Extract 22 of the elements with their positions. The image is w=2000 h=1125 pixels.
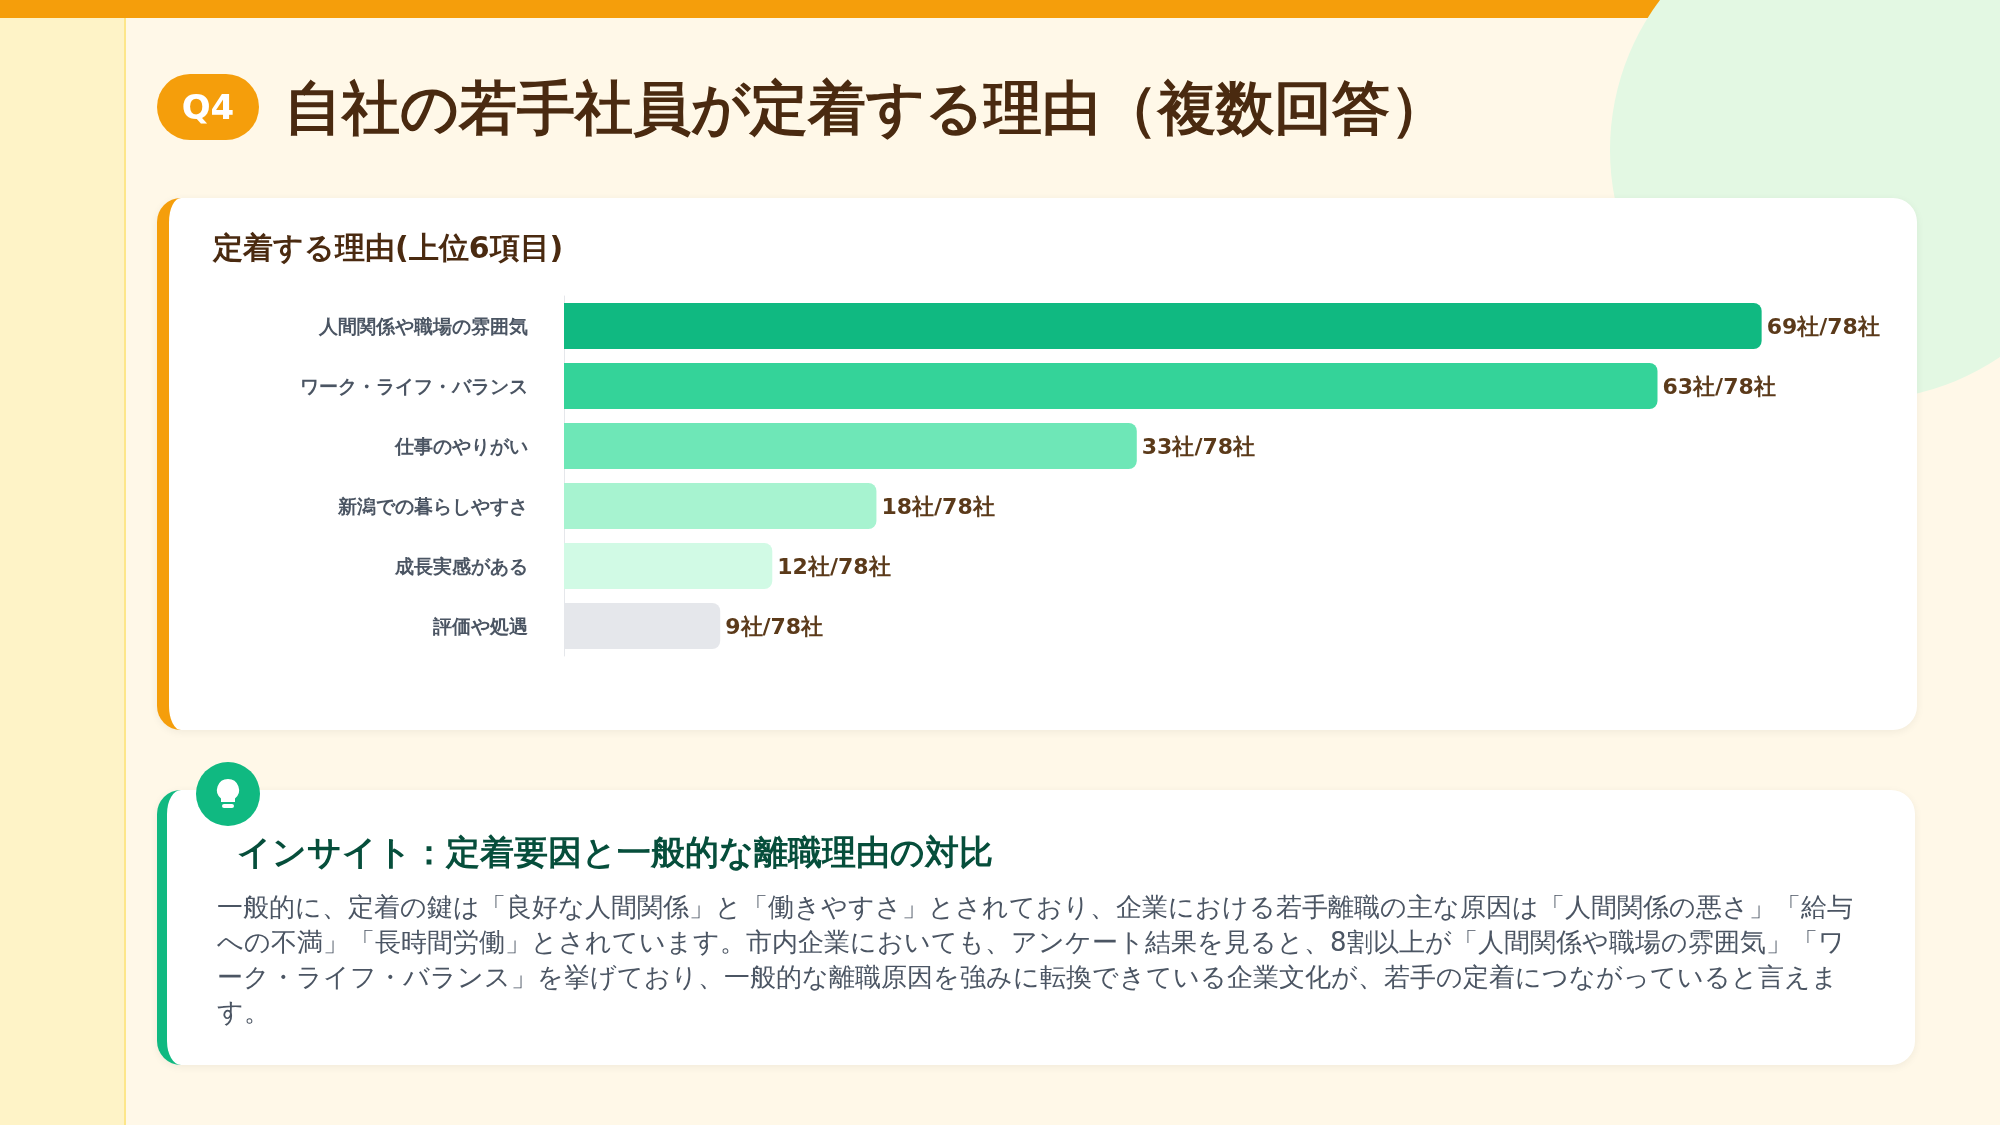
y-tick-label: 仕事のやりがい [394,435,528,457]
chart-title: 自社の若手社員が定着する理由（複数回答） [284,73,1448,144]
y-tick-label: 成長実感がある [394,555,528,577]
data-label: 12社/78社 [777,553,891,579]
text: 一般的に、定着の鍵は「良好な人間関係」と「働きやすさ」とされており、企業における若手離職の主な原因は「人間関係の悪さ」「給与への不満」「長時間労働」とされています。市内企業においても、アンケート結果を見ると、8割以上が「人間関係や職場の雰囲気」「ワーク・ライフ・バランス」を挙げており、一般的な離職原因を強みに転換できている企業文化が、若手の定着につながっていると言えます。 [217,891,1854,1029]
y-tick-label: 新潟での暮らしやすさ [337,495,528,517]
data-label: 18社/78社 [881,493,995,519]
data-label: 63社/78社 [1662,373,1776,399]
text: Q4 [157,74,259,140]
data-label: 69社/78社 [1766,313,1880,339]
text: インサイト：定着要因と一般的な離職理由の対比 [237,831,993,874]
y-tick-label: 人間関係や職場の雰囲気 [318,315,528,337]
y-tick-label: ワーク・ライフ・バランス [300,375,528,397]
bar [564,303,1762,349]
chart-subtitle: 定着する理由(上位6項目) [213,229,564,267]
bar [564,483,877,529]
bar [564,543,773,589]
data-label: 33社/78社 [1141,433,1256,459]
bar [564,363,1658,409]
data-label: 9社/78社 [725,613,824,639]
y-tick-label: 評価や処遇 [432,615,528,637]
bar [564,423,1137,469]
